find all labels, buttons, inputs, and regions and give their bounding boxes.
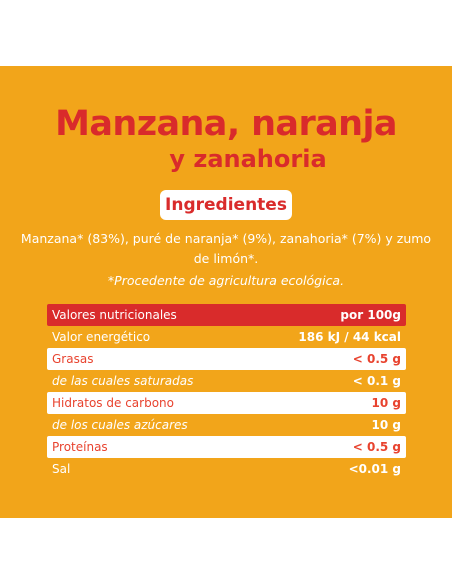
nutrient-value: < 0.5 g (352, 352, 401, 366)
table-row: de los cuales azúcares 10 g (47, 414, 406, 436)
nutrient-value: 186 kJ / 44 kcal (298, 330, 401, 344)
nutrition-header-value: por 100g (340, 308, 401, 322)
nutrient-value: <0.01 g (348, 462, 401, 476)
nutrient-label: Proteínas (52, 440, 108, 454)
ingredients-text: Manzana* (83%), puré de naranja* (9%), z… (20, 231, 432, 266)
nutrient-value: 10 g (371, 396, 401, 410)
nutrient-label: de las cuales saturadas (52, 374, 194, 388)
ingredients-note: *Procedente de agricultura ecológica. (107, 273, 345, 288)
product-info-panel: Manzana, naranja y zanahoria Ingrediente… (0, 66, 452, 518)
nutrient-label: Sal (52, 462, 71, 476)
nutrient-value: < 0.1 g (352, 374, 401, 388)
nutrition-header-label: Valores nutricionales (52, 308, 177, 322)
nutrient-value: < 0.5 g (352, 440, 401, 454)
nutrient-label: Grasas (52, 352, 94, 366)
table-row: de las cuales saturadas < 0.1 g (47, 370, 406, 392)
table-row: Valor energético 186 kJ / 44 kcal (47, 326, 406, 348)
nutrient-label: Hidratos de carbono (52, 396, 174, 410)
nutrient-label: de los cuales azúcares (52, 418, 188, 432)
nutrient-value: 10 g (371, 418, 401, 432)
nutrition-table: Valores nutricionales por 100g Valor ene… (47, 304, 406, 480)
product-subtitle: y zanahoria (169, 145, 327, 173)
product-title: Manzana, naranja (55, 104, 397, 144)
nutrition-header-row: Valores nutricionales por 100g (47, 304, 406, 326)
nutrient-label: Valor energético (52, 330, 151, 344)
table-row: Proteínas < 0.5 g (47, 436, 406, 458)
table-row: Sal <0.01 g (47, 458, 406, 480)
table-row: Hidratos de carbono 10 g (47, 392, 406, 414)
ingredients-heading: Ingredientes (160, 190, 292, 220)
table-row: Grasas < 0.5 g (47, 348, 406, 370)
